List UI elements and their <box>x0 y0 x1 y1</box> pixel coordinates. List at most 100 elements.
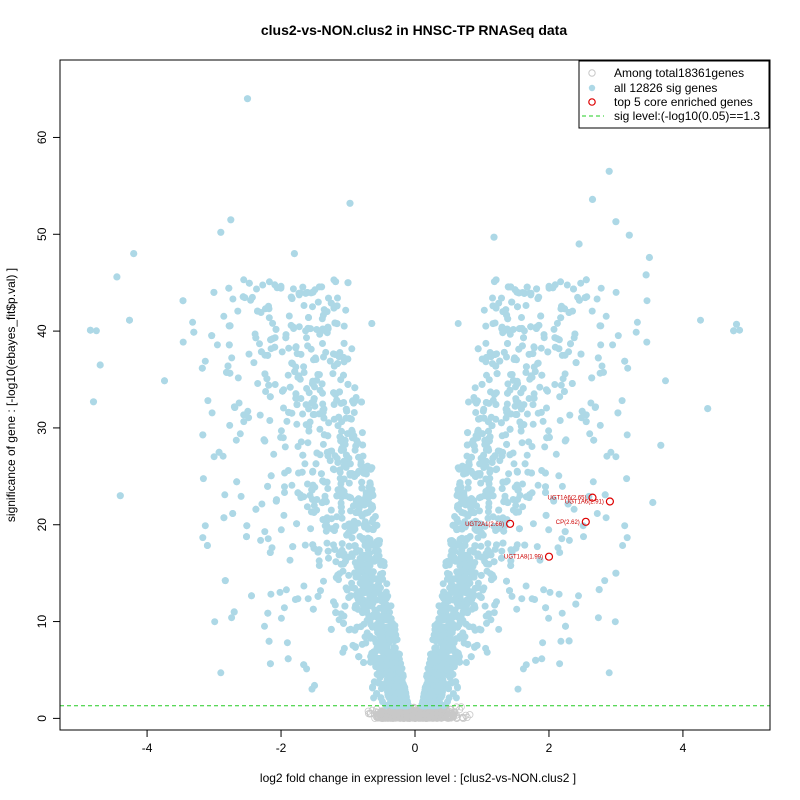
sig-point <box>519 503 527 511</box>
sig-point <box>353 508 361 516</box>
sig-point <box>265 381 273 389</box>
sig-point <box>435 602 443 610</box>
sig-point-outlier <box>565 637 573 645</box>
sig-point <box>360 469 368 477</box>
sig-point <box>292 394 300 402</box>
sig-point <box>493 541 500 549</box>
sig-point <box>337 503 345 511</box>
sig-point <box>345 594 353 601</box>
sig-point <box>516 325 523 333</box>
x-tick-label: 0 <box>412 741 419 755</box>
sig-point <box>556 417 564 424</box>
sig-point <box>240 418 248 426</box>
sig-point <box>348 345 356 353</box>
sig-point <box>355 653 363 661</box>
sig-point <box>304 439 312 447</box>
sig-point <box>520 334 527 342</box>
sig-point-outlier <box>704 405 712 413</box>
sig-point <box>327 506 335 514</box>
sig-point <box>262 388 270 395</box>
sig-point <box>319 406 327 414</box>
sig-point <box>514 685 522 693</box>
sig-point-outlier <box>612 569 620 577</box>
sig-point <box>364 534 372 542</box>
legend-symbol-core <box>588 98 596 106</box>
sig-point <box>303 385 311 392</box>
sig-point <box>555 590 563 598</box>
sig-point <box>503 516 511 524</box>
sig-point <box>425 666 433 674</box>
sig-point <box>365 615 372 623</box>
sig-point <box>373 644 381 652</box>
sig-point <box>618 397 626 405</box>
sig-point <box>561 437 569 445</box>
sig-point <box>489 302 497 310</box>
sig-point <box>309 467 317 475</box>
sig-point <box>490 558 498 566</box>
sig-point <box>527 323 535 331</box>
sig-point <box>266 660 274 668</box>
sig-point <box>376 614 384 622</box>
sig-point <box>633 318 641 326</box>
sig-point <box>541 443 549 451</box>
sig-point <box>545 614 553 622</box>
sig-point <box>334 422 342 430</box>
sig-point <box>363 566 371 574</box>
sig-point <box>310 356 317 364</box>
sig-point <box>445 685 452 693</box>
sig-point <box>392 659 400 667</box>
sig-point <box>86 326 94 334</box>
sig-point <box>471 584 479 592</box>
sig-point <box>229 295 237 303</box>
sig-point <box>291 596 299 603</box>
sig-point <box>320 577 327 585</box>
core-enriched-genes: UGT1A6(2.65)UGT1A6(2.91) CP(2.62) UGT2A1(2… <box>465 493 615 561</box>
sig-point <box>332 609 340 617</box>
sig-point <box>464 429 472 437</box>
sig-point <box>387 615 395 623</box>
sig-point <box>305 422 313 430</box>
sig-point <box>581 294 589 302</box>
sig-point <box>342 306 350 314</box>
sig-point <box>330 598 337 606</box>
sig-point <box>277 526 285 534</box>
sig-point <box>314 371 322 378</box>
sig-point-outlier <box>116 492 124 500</box>
sig-point <box>272 325 280 333</box>
nonsig-point <box>430 711 438 719</box>
legend-symbol-total <box>588 69 596 77</box>
sig-point <box>531 596 539 603</box>
sig-point <box>325 419 333 427</box>
sig-point <box>577 350 585 358</box>
sig-point <box>477 542 485 550</box>
sig-point <box>293 401 301 409</box>
sig-point <box>372 654 380 662</box>
sig-point <box>452 678 460 686</box>
sig-point <box>340 475 348 483</box>
sig-point <box>536 556 544 564</box>
sig-point <box>296 375 304 383</box>
sig-point <box>371 547 379 555</box>
sig-point <box>601 577 609 585</box>
sig-point <box>508 298 516 306</box>
sig-point <box>92 327 100 335</box>
sig-point <box>445 572 453 580</box>
x-axis-label: log2 fold change in expression level : [… <box>260 771 576 785</box>
sig-point <box>479 407 487 415</box>
sig-point <box>245 279 253 287</box>
sig-point <box>279 387 286 395</box>
sig-point-outlier <box>657 441 665 449</box>
sig-point <box>362 639 370 647</box>
sig-point <box>373 690 381 698</box>
sig-point <box>453 526 461 534</box>
sig-point <box>462 620 470 628</box>
sig-point <box>327 299 335 307</box>
sig-point <box>499 539 507 547</box>
sig-point <box>462 659 470 666</box>
sig-point <box>248 293 256 301</box>
sig-point <box>529 520 537 528</box>
sig-point <box>299 283 307 291</box>
nonsig-point <box>395 712 403 720</box>
sig-point <box>280 511 288 519</box>
legend-label-sig: all 12826 sig genes <box>614 81 717 95</box>
